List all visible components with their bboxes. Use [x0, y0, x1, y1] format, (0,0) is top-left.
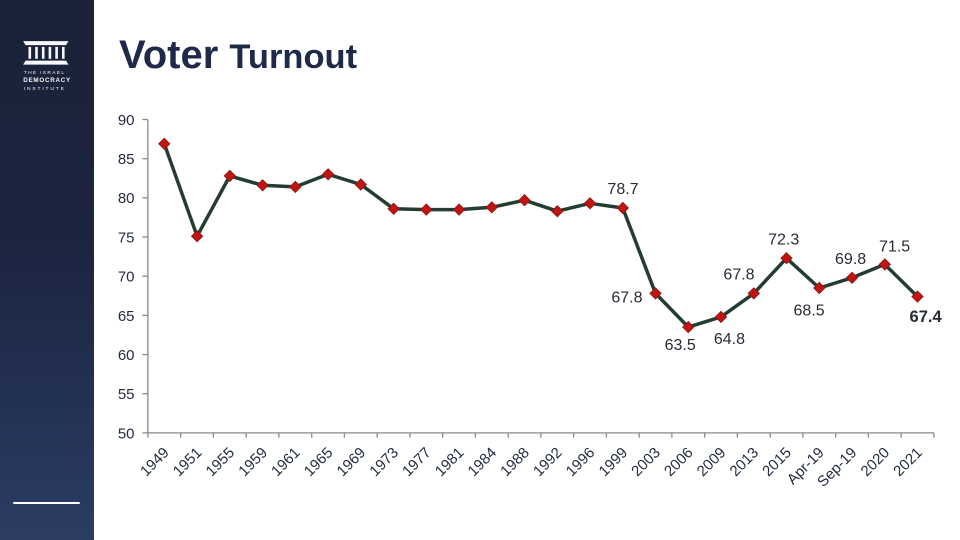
- svg-text:1984: 1984: [465, 444, 501, 480]
- svg-text:1965: 1965: [301, 444, 337, 480]
- svg-text:90: 90: [118, 112, 135, 129]
- svg-text:71.5: 71.5: [879, 239, 910, 256]
- svg-text:67.8: 67.8: [723, 267, 754, 284]
- svg-text:55: 55: [118, 386, 135, 403]
- svg-text:1977: 1977: [399, 444, 435, 480]
- svg-text:2013: 2013: [727, 444, 763, 480]
- svg-text:78.7: 78.7: [607, 181, 638, 198]
- svg-text:64.8: 64.8: [714, 331, 745, 348]
- svg-text:THE ISRAEL: THE ISRAEL: [24, 70, 66, 76]
- svg-text:2003: 2003: [628, 444, 664, 480]
- svg-text:1949: 1949: [137, 444, 173, 480]
- svg-text:2021: 2021: [890, 444, 926, 480]
- svg-text:1999: 1999: [596, 444, 632, 480]
- svg-text:2009: 2009: [694, 444, 730, 480]
- svg-text:67.4: 67.4: [910, 308, 943, 326]
- svg-text:2020: 2020: [858, 444, 894, 480]
- svg-text:72.3: 72.3: [768, 232, 799, 249]
- svg-text:1988: 1988: [497, 444, 533, 480]
- svg-text:1996: 1996: [563, 444, 599, 480]
- svg-text:69.8: 69.8: [835, 251, 866, 268]
- svg-text:1961: 1961: [268, 444, 304, 480]
- svg-text:DEMOCRACY: DEMOCRACY: [23, 77, 71, 84]
- svg-text:75: 75: [118, 229, 135, 246]
- svg-text:INSTITUTE: INSTITUTE: [24, 86, 66, 92]
- svg-text:67.8: 67.8: [611, 290, 642, 307]
- svg-text:68.5: 68.5: [794, 303, 825, 320]
- svg-text:50: 50: [118, 425, 135, 442]
- svg-text:85: 85: [118, 151, 135, 168]
- svg-text:1959: 1959: [235, 444, 271, 480]
- svg-text:1951: 1951: [170, 444, 206, 480]
- svg-text:63.5: 63.5: [665, 337, 696, 354]
- svg-text:1955: 1955: [203, 444, 239, 480]
- svg-text:1973: 1973: [366, 444, 402, 480]
- svg-text:1981: 1981: [432, 444, 468, 480]
- svg-text:65: 65: [118, 308, 135, 325]
- svg-text:80: 80: [118, 190, 135, 207]
- svg-text:1992: 1992: [530, 444, 566, 480]
- svg-text:2006: 2006: [661, 444, 697, 480]
- svg-text:60: 60: [118, 347, 135, 364]
- svg-text:1969: 1969: [334, 444, 370, 480]
- svg-text:70: 70: [118, 269, 135, 286]
